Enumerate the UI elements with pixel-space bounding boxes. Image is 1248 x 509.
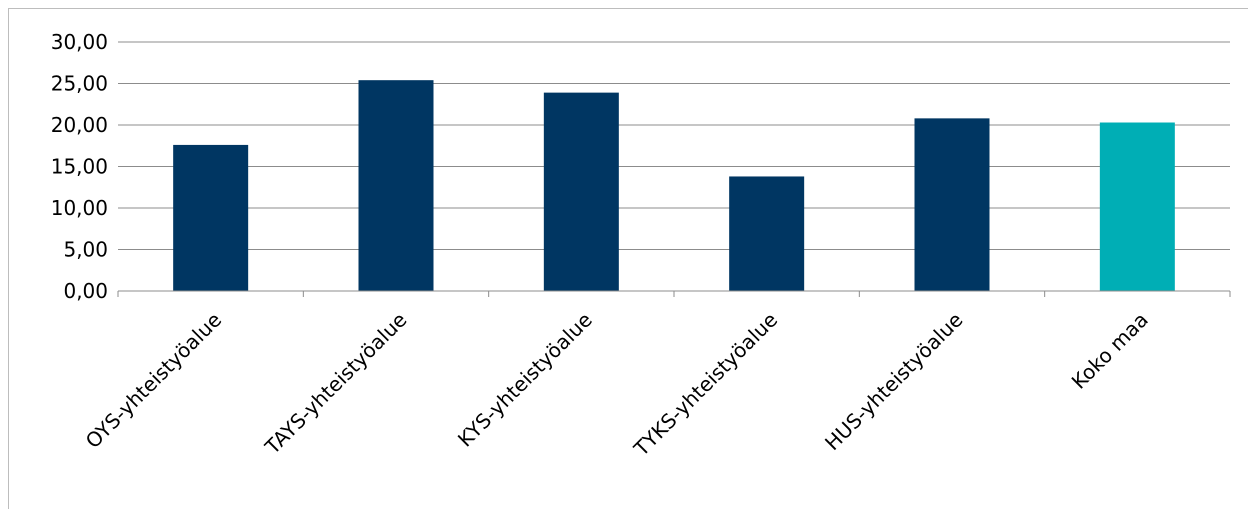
bar (1099, 122, 1175, 291)
y-tick-label: 0,00 (63, 279, 108, 303)
x-category-label: Koko maa (1067, 308, 1153, 394)
x-axis-labels: OYS-yhteistyöalue TAYS-yhteistyöalue KYS-y… (81, 308, 1153, 462)
y-tick-label: 15,00 (51, 155, 108, 179)
x-axis (117, 290, 1231, 297)
bar (173, 144, 249, 291)
y-axis-ticks: 0,00 5,00 10,00 15,00 20,00 25,00 30,00 (51, 30, 108, 303)
y-tick-label: 10,00 (51, 196, 108, 220)
y-tick-label: 30,00 (51, 30, 108, 54)
y-tick-label: 20,00 (51, 113, 108, 137)
x-category-label: KYS-yhteistyöalue (453, 308, 597, 452)
gridlines (118, 41, 1230, 250)
bar (358, 80, 434, 292)
y-tick-label: 5,00 (63, 238, 108, 262)
bars (173, 80, 1175, 292)
y-tick-label: 25,00 (51, 72, 108, 96)
bar (729, 176, 805, 291)
x-category-label: HUS-yhteistyöalue (820, 308, 967, 455)
bar (914, 118, 990, 291)
bar (543, 92, 619, 291)
x-category-label: TAYS-yhteistyöalue (260, 308, 412, 460)
x-category-label: TYKS-yhteistyöalue (628, 308, 782, 462)
x-category-label: OYS-yhteistyöalue (81, 308, 227, 454)
